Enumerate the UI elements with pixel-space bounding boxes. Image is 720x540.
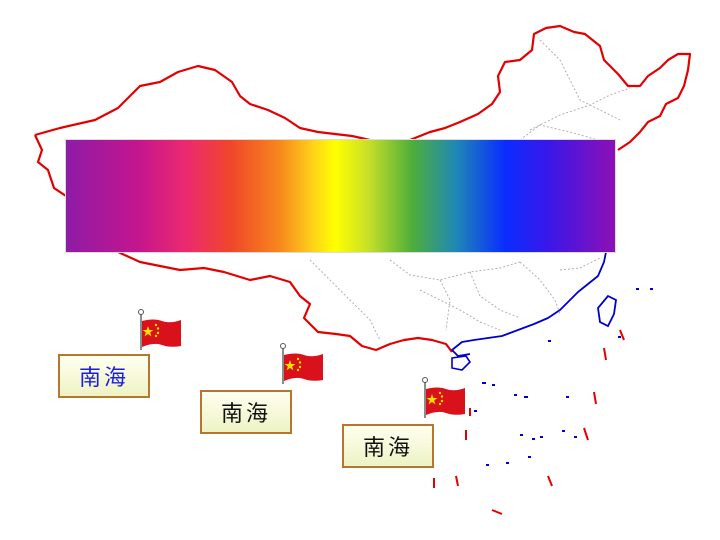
flag-icon bbox=[138, 309, 181, 350]
southwest-border bbox=[117, 250, 453, 353]
hainan-island bbox=[451, 355, 472, 371]
sea-islands bbox=[474, 288, 653, 466]
west-border bbox=[34, 134, 67, 197]
label-box-2[interactable]: 南海 bbox=[200, 390, 292, 434]
nine-dash-line bbox=[433, 329, 625, 515]
taiwan-island bbox=[597, 294, 617, 328]
label-box-3[interactable]: 南海 bbox=[342, 424, 434, 468]
national-border bbox=[34, 24, 692, 151]
province-lines bbox=[309, 39, 631, 341]
flag-icon bbox=[422, 377, 465, 418]
coastline bbox=[451, 251, 607, 357]
color-spectrum-band bbox=[66, 140, 615, 252]
flag-icon bbox=[280, 343, 323, 384]
label-box-1[interactable]: 南海 bbox=[58, 354, 150, 398]
